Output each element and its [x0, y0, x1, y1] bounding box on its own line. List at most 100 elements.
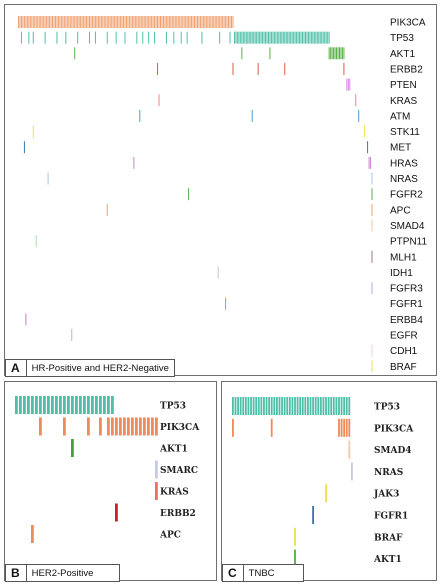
mutation-mark-pik3ca-94 [157, 16, 159, 28]
mutation-mark-tp53-1 [234, 397, 237, 415]
mutation-mark-pik3ca-5 [25, 16, 27, 28]
gene-label-apc: APC [390, 205, 411, 216]
mutation-mark-tp53-195 [306, 31, 308, 44]
mutation-mark-pik3ca-96 [160, 16, 161, 28]
mutation-mark-kras-95 [158, 94, 160, 107]
mutation-mark-tp53-192 [302, 31, 303, 44]
gene-label-tp53: TP53 [390, 33, 414, 44]
mutation-mark-pik3ca-106 [174, 16, 176, 28]
mutation-mark-tp53-60 [106, 31, 108, 44]
mutation-mark-akt1-170 [269, 47, 271, 60]
mutation-mark-pik3ca-46 [86, 16, 88, 28]
mutation-mark-pik3ca-92 [154, 16, 156, 28]
mutation-mark-jak3-36 [325, 484, 327, 503]
mutation-mark-pik3ca-89 [149, 16, 151, 28]
mutation-mark-tp53-157 [250, 31, 252, 44]
mutation-mark-stk11-234 [364, 125, 366, 138]
mutation-mark-akt1-213 [333, 47, 335, 60]
mutation-mark-pik3ca-6 [26, 16, 28, 28]
mutation-mark-pik3ca-25 [54, 16, 56, 28]
mutation-mark-met-4 [23, 141, 25, 154]
mutation-mark-tp53-33 [317, 397, 320, 415]
mutation-mark-tp53-4 [242, 397, 245, 415]
mutation-mark-tp53-26 [56, 31, 58, 44]
mutation-mark-tp53-165 [262, 31, 264, 44]
mutation-mark-akt1-220 [343, 47, 345, 60]
mutation-mark-pik3ca-12 [63, 417, 66, 436]
mutation-mark-pik3ca-113 [185, 16, 187, 28]
mutation-mark-tp53-186 [293, 31, 295, 44]
mutation-mark-pik3ca-73 [125, 16, 127, 28]
mutation-mark-stk11-10 [32, 125, 34, 138]
mutation-mark-tp53-37 [327, 397, 330, 415]
mutation-mark-tp53-18 [87, 396, 90, 414]
mutation-mark-erbb2-220 [343, 62, 345, 75]
mutation-mark-pik3ca-86 [145, 16, 147, 28]
mutation-mark-tp53-72 [124, 31, 126, 44]
mutation-mark-tp53-2 [20, 31, 22, 44]
mutation-mark-tp53-26 [299, 397, 302, 415]
mutation-mark-nras-46 [351, 462, 353, 481]
mutation-mark-pik3ca-42 [80, 16, 82, 28]
mutation-mark-tp53-43 [343, 397, 346, 415]
mutation-mark-tp53-143 [229, 31, 231, 44]
mutation-mark-tp53-179 [282, 31, 284, 44]
mutation-mark-pik3ca-15 [270, 418, 273, 437]
mutation-mark-pik3ca-62 [109, 16, 111, 28]
mutation-mark-tp53-23 [107, 396, 110, 414]
mutation-mark-pik3ca-49 [90, 16, 92, 28]
mutation-mark-fgfr3-239 [371, 282, 373, 295]
mutation-mark-tp53-208 [325, 31, 327, 44]
mutation-mark-pik3ca-44 [345, 418, 348, 437]
mutation-mark-tp53-9 [51, 396, 54, 414]
mutation-mark-pik3ca-30 [62, 16, 64, 28]
mutation-mark-pik3ca-70 [121, 16, 123, 28]
mutation-mark-pik3ca-26 [119, 417, 122, 436]
mutation-mark-mlh1-239 [371, 250, 373, 263]
gene-label-pik3ca: PIK3CA [374, 424, 414, 434]
gene-label-nras: NRAS [390, 174, 418, 185]
mutation-mark-pik3ca-83 [140, 16, 142, 28]
mutation-mark-hras-237 [368, 156, 370, 169]
mutation-mark-apc-60 [106, 203, 108, 216]
panel-a: PIK3CA TP53 AKT1 ERBB2 PTEN KRAS ATM STK11 MET HR… [4, 4, 437, 377]
mutation-mark-pik3ca-40 [77, 16, 79, 28]
panel-b: TP53 PIK3CA AKT1 SMARC KRAS ERBB2 APC B HER2-P… [4, 381, 217, 582]
mutation-mark-tp53-23 [291, 397, 294, 415]
mutation-mark-pik3ca-77 [131, 16, 133, 28]
panel-a-title: HR-Positive and HER2-Negative [31, 362, 169, 374]
mutation-mark-braf-239 [371, 360, 373, 373]
mutation-mark-tp53-8 [47, 396, 50, 414]
mutation-mark-pik3ca-0 [232, 418, 234, 437]
mutation-mark-tp53-198 [310, 31, 312, 44]
mutation-mark-pik3ca-28 [127, 417, 130, 436]
mutation-mark-tp53-136 [219, 31, 221, 44]
mutation-mark-tp53-193 [303, 31, 305, 44]
mutation-mark-tp53-182 [287, 31, 289, 44]
mutation-mark-pik3ca-98 [162, 16, 164, 28]
mutation-mark-tp53-210 [328, 31, 330, 44]
mutation-mark-pik3ca-2 [20, 16, 22, 28]
gene-label-egfr: EGFR [390, 331, 418, 342]
gene-label-fgfr1: FGFR1 [374, 512, 408, 522]
mutation-mark-tp53-189 [297, 31, 299, 44]
mutation-mark-tp53-7 [28, 31, 30, 44]
mutation-mark-akt1-216 [337, 47, 339, 60]
gene-label-pik3ca: PIK3CA [390, 18, 426, 29]
mutation-mark-atm-158 [251, 109, 253, 122]
mutation-mark-tp53-13 [265, 397, 268, 415]
mutation-mark-tp53-170 [269, 31, 271, 44]
mutation-mark-pik3ca-42 [340, 418, 343, 437]
mutation-mark-pik3ca-6 [39, 417, 42, 436]
mutation-mark-pik3ca-120 [195, 16, 197, 28]
mutation-mark-pik3ca-60 [106, 16, 108, 28]
mutation-mark-pik3ca-123 [199, 16, 201, 28]
mutation-mark-tp53-0 [15, 396, 18, 414]
mutation-mark-tp53-5 [35, 396, 38, 414]
mutation-mark-tp53-41 [338, 397, 340, 415]
mutation-mark-egfr-36 [71, 329, 73, 341]
mutation-mark-tp53-19 [91, 396, 94, 414]
mutation-mark-pik3ca-124 [201, 16, 203, 28]
gene-label-met: MET [390, 143, 411, 154]
mutation-mark-pten-222 [346, 78, 348, 91]
